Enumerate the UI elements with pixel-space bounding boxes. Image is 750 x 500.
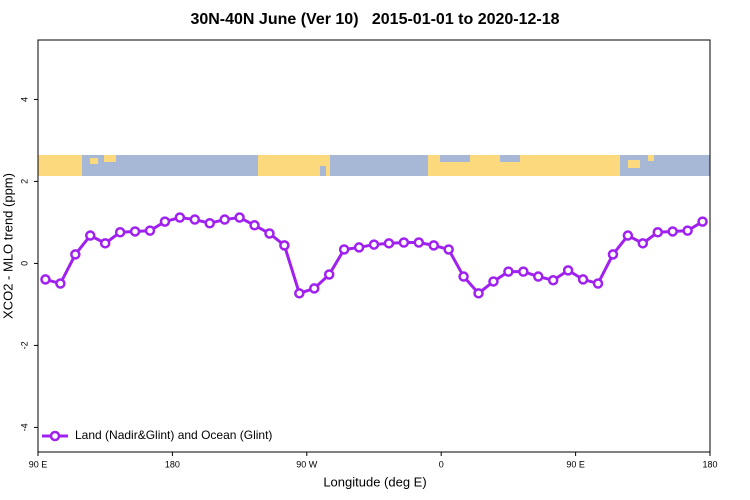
point <box>652 227 663 238</box>
point <box>174 212 186 223</box>
point <box>204 217 215 229</box>
x-tick-label: 90 E <box>29 459 48 469</box>
point <box>219 214 230 225</box>
point <box>458 271 469 282</box>
point <box>70 249 81 260</box>
point <box>264 228 275 239</box>
point <box>622 230 634 241</box>
point <box>577 274 589 285</box>
chart-title: 30N-40N June (Ver 10) 2015-01-01 to 2020… <box>190 11 559 28</box>
map-strip <box>38 155 710 176</box>
point <box>279 240 290 251</box>
point <box>682 225 693 236</box>
point <box>488 276 499 287</box>
point <box>383 238 395 249</box>
point <box>294 288 305 299</box>
point <box>368 239 380 250</box>
point <box>323 269 335 280</box>
point <box>607 249 619 260</box>
point <box>249 220 260 231</box>
point <box>129 226 141 237</box>
point <box>518 266 529 277</box>
point <box>413 237 425 248</box>
point <box>338 244 350 255</box>
point <box>667 226 678 237</box>
legend-marker <box>49 430 61 442</box>
plot-frame <box>37 39 711 453</box>
x-tick-label: 180 <box>165 459 180 469</box>
y-axis-label: XCO2 - MLO trend (ppm) <box>0 173 15 319</box>
point <box>99 238 111 249</box>
point <box>398 237 410 248</box>
y-tick-label: 4 <box>19 97 29 102</box>
y-tick-label: 0 <box>19 261 29 266</box>
point <box>234 212 245 223</box>
legend-label: Land (Nadir&Glint) and Ocean (Glint) <box>75 428 272 442</box>
x-tick-label: 90 E <box>566 459 585 469</box>
point <box>443 244 454 255</box>
y-tick-label: -2 <box>19 341 29 349</box>
point <box>309 283 320 294</box>
point <box>547 274 559 286</box>
y-tick-label: 2 <box>19 179 29 184</box>
point <box>159 216 171 227</box>
point <box>473 288 484 299</box>
point <box>533 271 544 282</box>
point <box>637 238 649 249</box>
point <box>85 230 96 241</box>
x-tick-label: 0 <box>439 459 444 469</box>
point <box>697 216 708 227</box>
point <box>592 278 604 289</box>
x-tick-label: 90 W <box>296 459 318 469</box>
point <box>40 274 51 285</box>
point <box>353 242 365 253</box>
x-axis-label: Longitude (deg E) <box>323 474 426 489</box>
point <box>114 227 126 238</box>
point <box>428 240 439 251</box>
line <box>45 215 704 296</box>
x-tick-label: 180 <box>702 459 717 469</box>
point <box>144 225 156 236</box>
y-tick-label: -4 <box>19 423 29 431</box>
point <box>55 278 66 289</box>
point <box>189 214 201 225</box>
point <box>503 266 514 277</box>
point <box>562 265 574 276</box>
